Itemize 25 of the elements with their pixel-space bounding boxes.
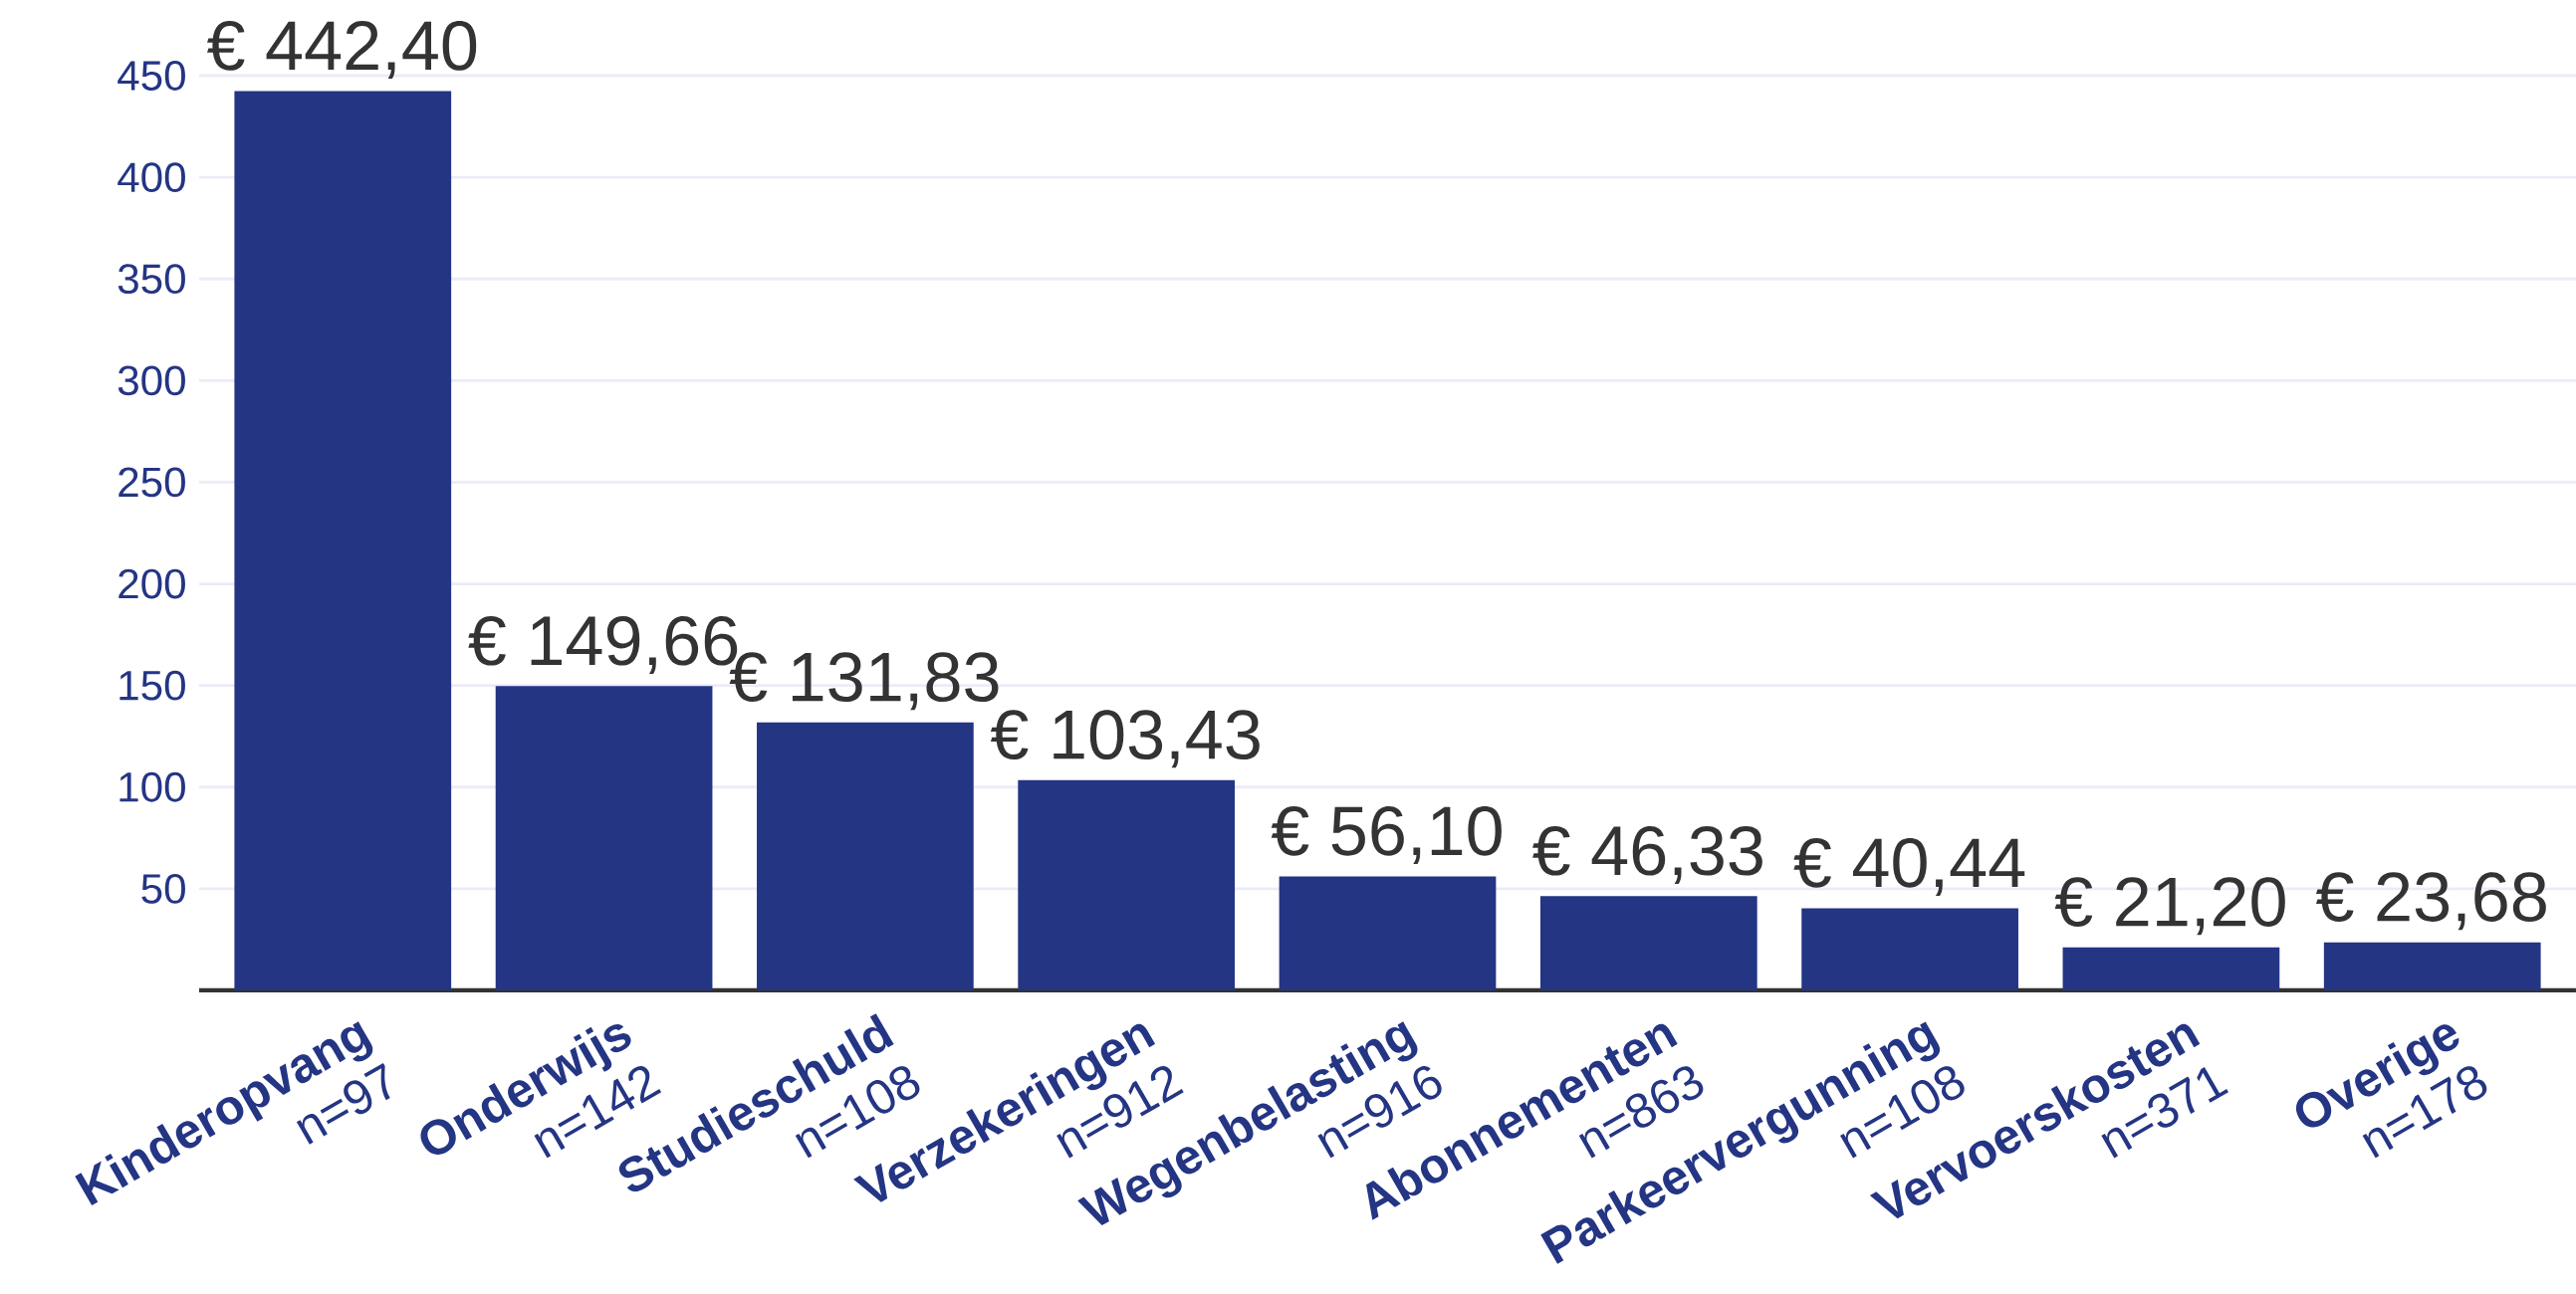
bar <box>1801 908 2018 990</box>
bar <box>2323 942 2541 990</box>
y-tick-label: 100 <box>119 771 185 802</box>
bar <box>2062 947 2280 990</box>
y-tick-label: 400 <box>117 162 185 193</box>
bar <box>757 722 974 990</box>
y-tick-label: 450 <box>117 61 185 91</box>
bar <box>1018 779 1236 990</box>
data-label: € 23,68 <box>2316 872 2546 931</box>
data-label: € 103,43 <box>990 710 1260 768</box>
data-label: € 46,33 <box>1532 825 1762 884</box>
y-tick-label: 200 <box>118 568 185 599</box>
bar <box>1279 876 1497 990</box>
bar <box>495 686 713 990</box>
y-tick-label: 250 <box>118 467 185 498</box>
data-label: € 40,44 <box>1793 837 2025 896</box>
bar <box>234 91 452 990</box>
y-tick-label: 50 <box>141 873 185 904</box>
bar <box>1539 896 1757 990</box>
data-label: € 21,20 <box>2054 877 2285 936</box>
y-tick-label: 300 <box>117 365 185 396</box>
data-label: € 442,40 <box>207 21 477 80</box>
y-tick-label: 150 <box>119 670 185 701</box>
data-label: € 56,10 <box>1271 805 1502 864</box>
y-tick-label: 350 <box>117 264 185 295</box>
